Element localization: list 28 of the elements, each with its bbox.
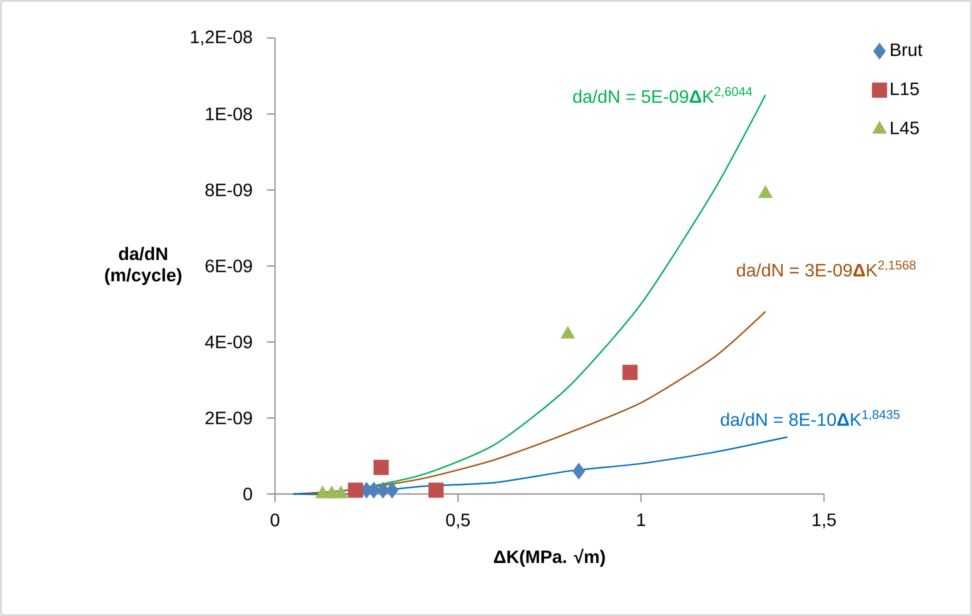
series-label: da/dN = 5E-09ΔK$^{2,6044}$ bbox=[573, 87, 752, 103]
y-tick-label: 2E-09 bbox=[206, 412, 252, 424]
x-axis-title: ΔK(MPa. √m) bbox=[494, 548, 605, 567]
y-tick-label: 1,2E-08 bbox=[191, 30, 252, 46]
y-tick-label: 1E-08 bbox=[206, 108, 252, 120]
point bbox=[376, 482, 390, 498]
point bbox=[572, 462, 586, 480]
y-tick-label: 6E-09 bbox=[206, 260, 252, 272]
x-tick-label: 0 bbox=[270, 514, 280, 526]
point bbox=[348, 482, 364, 498]
series-label: da/dN = 8E-10ΔK$^{1,8435}$ bbox=[720, 410, 900, 426]
point bbox=[560, 326, 575, 339]
y-tick-label: 4E-09 bbox=[205, 336, 252, 348]
y-tick-label: 8E-09 bbox=[205, 184, 252, 196]
x-tick-label: 1,5 bbox=[812, 514, 836, 528]
legend-label: L15 bbox=[891, 82, 919, 96]
point bbox=[386, 482, 398, 498]
point bbox=[758, 186, 773, 198]
point bbox=[622, 364, 638, 380]
point bbox=[374, 460, 389, 475]
x-tick-label: 1 bbox=[637, 514, 646, 526]
x-tick-label: 0,5 bbox=[446, 514, 470, 528]
point bbox=[428, 482, 444, 498]
y-tick-label: 0 bbox=[243, 488, 252, 500]
legend-label: Brut bbox=[891, 44, 922, 56]
legend-label: L45 bbox=[891, 122, 919, 134]
text: da/dN = 3E-09ΔK$^{2,1568}$ bbox=[736, 260, 916, 277]
y-axis-title: da/dN (m/cycle) bbox=[105, 246, 182, 286]
